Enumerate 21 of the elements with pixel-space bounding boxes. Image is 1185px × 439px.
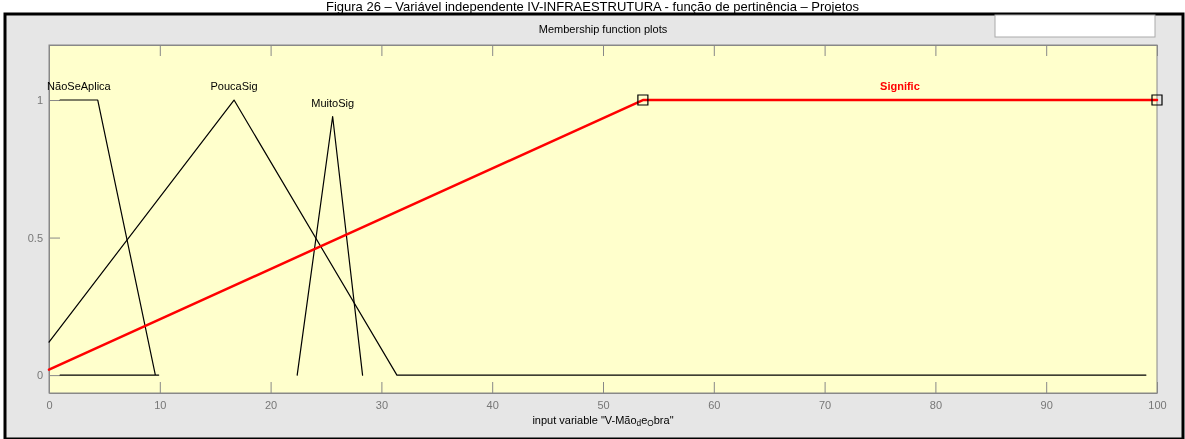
x-tick-label: 80 [929,398,943,411]
chart-subtitle: Membership function plots [538,23,668,35]
x-tick-label: 100 [1148,398,1167,411]
x-tick-label: 60 [708,398,721,411]
y-tick-label: 0.5 [27,231,43,244]
series-label: Signific [880,80,920,93]
series-label: MuitoSig [311,96,355,109]
x-axis-title: input variable "V-Mão$_{d}$e$_{O}$bra" [532,414,674,429]
x-tick-label: 10 [154,398,167,411]
y-tick-label: 1 [36,94,43,107]
x-tick-label: 70 [818,398,832,411]
series-label: NãoSeAplica [47,80,112,93]
x-tick-label: 50 [597,398,610,411]
x-tick-label: 90 [1040,398,1053,411]
chart-title: Figura 26 – Variável independente IV-INFRAESTRUTURA - função de pertinência – Projetos [325,0,860,14]
y-tick-label: 0 [36,369,43,382]
x-tick-label: 30 [375,398,389,411]
x-tick-label: 0 [46,398,53,411]
x-tick-label: 40 [486,398,499,411]
x-tick-label: 20 [264,398,278,411]
series-label: PoucaSig [210,80,258,93]
